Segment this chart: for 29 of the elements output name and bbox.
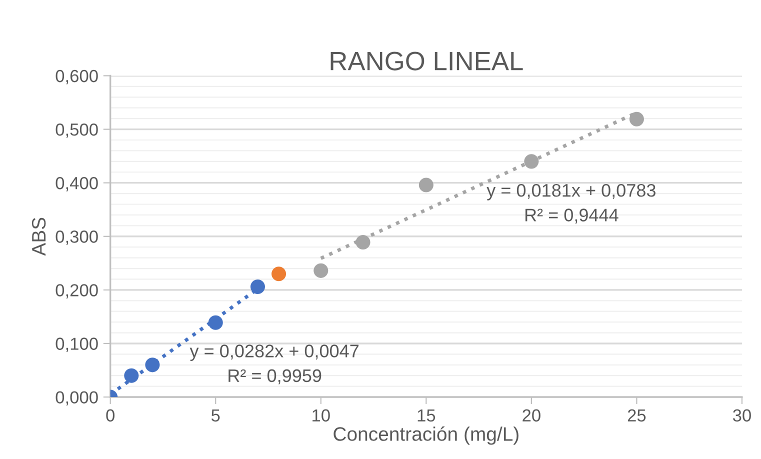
x-tick-label: 10	[312, 409, 330, 422]
point	[524, 154, 539, 169]
x-tick-label: 25	[628, 409, 646, 422]
point	[418, 178, 434, 192]
x-axis-title: Concentración (mg/L)	[334, 426, 518, 445]
point	[208, 315, 223, 330]
y-axis-title: ABS	[32, 218, 46, 256]
x-tick-label: 15	[418, 409, 436, 422]
annotation: y = 0,0282x + 0,0047 R² = 0,9959	[190, 344, 358, 384]
y-tick-label: 0,400	[56, 177, 98, 192]
point	[629, 112, 644, 126]
x-tick-label: 20	[522, 409, 540, 422]
y-tick-label: 0,200	[56, 284, 98, 298]
point	[356, 234, 370, 250]
y-tick-label: 0,300	[56, 230, 98, 245]
y-tick-label: 0,600	[56, 70, 98, 84]
point	[145, 358, 160, 372]
annotation: y = 0,0181x + 0,0783 R² = 0,9444	[486, 184, 656, 224]
x-tick-label: 0	[106, 409, 114, 422]
y-tick-label: 0,100	[56, 338, 98, 352]
chart-title: RANGO LINEAL	[330, 52, 523, 70]
point	[124, 368, 139, 383]
point	[271, 266, 286, 282]
point	[314, 263, 328, 278]
point	[250, 279, 266, 294]
y-tick-label: 0,500	[56, 123, 98, 138]
x-tick-label: 5	[211, 409, 220, 422]
y-tick-label: 0,000	[56, 391, 98, 406]
x-tick-label: 30	[732, 409, 751, 422]
